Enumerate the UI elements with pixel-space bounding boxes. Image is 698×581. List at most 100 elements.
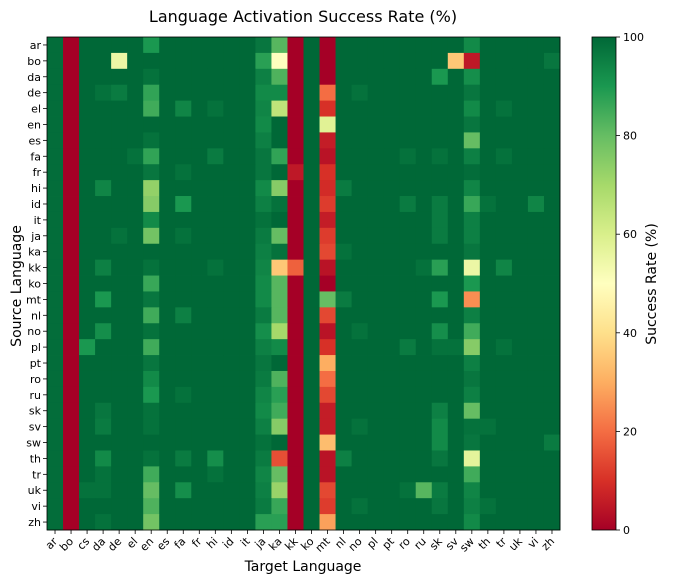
heatmap-cell [175, 370, 192, 388]
heatmap-cell [479, 196, 497, 213]
heatmap-cell [303, 291, 320, 308]
heatmap-cell [351, 243, 369, 261]
heatmap-cell [495, 339, 513, 356]
heatmap-cell [159, 370, 176, 388]
heatmap-cell [175, 275, 192, 292]
heatmap-cell [303, 100, 320, 117]
heatmap-cell [351, 370, 369, 388]
heatmap-cell [143, 466, 160, 483]
heatmap-cell [303, 434, 320, 451]
heatmap-cell [47, 243, 64, 261]
heatmap-cell [495, 227, 513, 245]
heatmap-cell [95, 291, 112, 308]
heatmap-cell [447, 211, 465, 229]
heatmap-cell [239, 148, 256, 165]
heatmap-cell [95, 227, 112, 245]
heatmap-cell [287, 100, 304, 117]
heatmap-cell [239, 84, 256, 102]
heatmap-cell [159, 259, 176, 276]
heatmap-cell [223, 275, 240, 292]
heatmap-cell [335, 116, 352, 133]
heatmap-cell [111, 402, 128, 420]
heatmap-cell [223, 180, 240, 197]
heatmap-cell [239, 291, 256, 308]
heatmap-cell [431, 227, 449, 245]
heatmap-cell [47, 418, 64, 435]
heatmap-cell [479, 84, 497, 102]
heatmap-cell [399, 52, 417, 70]
heatmap-cell [239, 37, 256, 54]
heatmap-cell [143, 180, 160, 197]
heatmap-cell [351, 482, 369, 499]
heatmap-cell [255, 259, 272, 276]
heatmap-cell [463, 196, 481, 213]
heatmap-cell [143, 275, 160, 292]
heatmap-cell [543, 132, 561, 149]
heatmap-cell [159, 514, 176, 531]
heatmap-cell [335, 148, 352, 165]
heatmap-cell [447, 482, 465, 499]
heatmap-cell [127, 227, 144, 245]
heatmap-cell [159, 100, 176, 117]
heatmap-cell [127, 482, 144, 499]
heatmap-cell [79, 450, 96, 467]
heatmap-cell [175, 466, 192, 483]
heatmap-cell [175, 68, 192, 86]
heatmap-cell [367, 148, 385, 165]
heatmap-cell [319, 100, 336, 117]
heatmap-cell [431, 450, 449, 467]
heatmap-cell [495, 434, 513, 451]
y-tick-label: th [30, 452, 41, 465]
heatmap-cell [303, 164, 320, 181]
heatmap-cell [335, 100, 352, 117]
heatmap-cell [159, 52, 176, 70]
heatmap-cell [207, 402, 224, 420]
heatmap-cell [543, 355, 561, 372]
heatmap-cell [415, 259, 433, 276]
heatmap-cell [399, 291, 417, 308]
heatmap-cell [415, 164, 433, 181]
heatmap-cell [351, 514, 369, 531]
heatmap-cell [511, 291, 529, 308]
heatmap-cell [415, 132, 433, 149]
heatmap-cell [95, 434, 112, 451]
heatmap-cell [319, 68, 336, 86]
heatmap-cell [143, 323, 160, 340]
heatmap-cell [335, 514, 352, 531]
heatmap-cell [303, 514, 320, 531]
heatmap-cell [111, 52, 128, 70]
heatmap-cell [207, 275, 224, 292]
heatmap-cell [111, 196, 128, 213]
heatmap-cell [271, 148, 288, 165]
heatmap-cell [319, 259, 336, 276]
heatmap-cell [431, 386, 449, 404]
heatmap-cell [127, 307, 144, 324]
heatmap-cell [383, 434, 401, 451]
heatmap-cell [207, 68, 224, 86]
heatmap-cell [319, 418, 336, 435]
heatmap-cell [383, 339, 401, 356]
heatmap-cell [287, 418, 304, 435]
heatmap-cell [223, 164, 240, 181]
heatmap-cell [511, 434, 529, 451]
heatmap-cell [399, 402, 417, 420]
x-tick-label: es [154, 535, 172, 553]
heatmap-cell [399, 227, 417, 245]
heatmap-cell [447, 307, 465, 324]
heatmap-cell [511, 355, 529, 372]
heatmap-cell [367, 52, 385, 70]
heatmap-cell [143, 37, 160, 54]
heatmap-cell [63, 68, 80, 86]
heatmap-cell [527, 196, 545, 213]
heatmap-cell [47, 466, 64, 483]
heatmap-cell [415, 243, 433, 261]
heatmap-cell [143, 355, 160, 372]
heatmap-cell [351, 323, 369, 340]
heatmap-cell [47, 514, 64, 531]
heatmap-cell [47, 402, 64, 420]
heatmap-cell [47, 211, 64, 229]
heatmap-cell [415, 339, 433, 356]
heatmap-cell [479, 116, 497, 133]
heatmap-cell [511, 498, 529, 515]
heatmap-cell [79, 418, 96, 435]
